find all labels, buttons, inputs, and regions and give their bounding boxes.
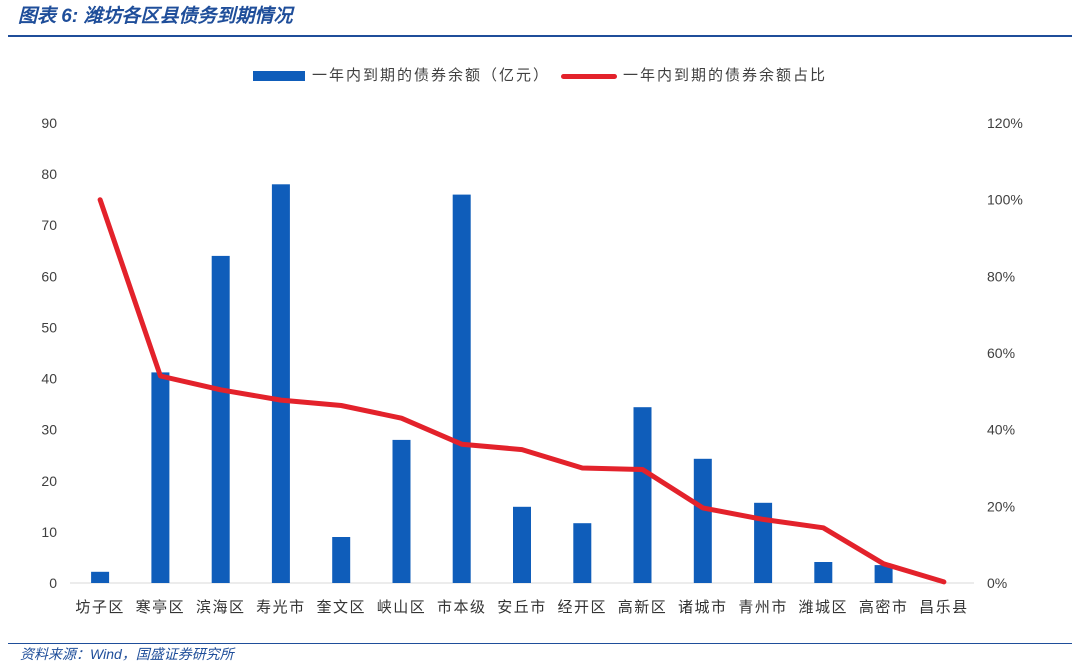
- right-axis-tick-label: 60%: [987, 345, 1015, 361]
- left-axis-tick-label: 50: [41, 319, 57, 335]
- legend-label-balance: 一年内到期的债券余额（亿元）: [312, 67, 551, 84]
- left-axis-tick-label: 60: [41, 268, 57, 284]
- left-axis-tick-label: 90: [41, 115, 57, 131]
- right-axis-tick-label: 80%: [987, 268, 1015, 284]
- balance-bar: [633, 407, 652, 583]
- x-tick-label: 坊子区: [75, 599, 125, 616]
- right-axis-tick-label: 0%: [987, 575, 1007, 591]
- left-axis-tick-label: 10: [41, 524, 57, 540]
- balance-bar: [91, 571, 110, 583]
- legend-label-ratio: 一年内到期的债券余额占比: [623, 67, 828, 84]
- x-tick-label: 潍城区: [799, 599, 849, 616]
- left-axis-tick-label: 20: [41, 473, 57, 489]
- legend: 一年内到期的债券余额（亿元） 一年内到期的债券余额占比: [253, 66, 827, 86]
- title-divider: [8, 35, 1072, 37]
- right-axis-tick-label: 100%: [987, 192, 1023, 208]
- figure-title: 图表 6: 潍坊各区县债务到期情况: [18, 6, 293, 27]
- ratio-line: [97, 197, 947, 585]
- x-tick-label: 滨海区: [196, 599, 246, 616]
- left-axis-tick-label: 0: [49, 575, 57, 591]
- balance-bar: [513, 506, 531, 583]
- left-axis-tick-label: 70: [41, 217, 57, 233]
- balance-bar: [573, 523, 592, 583]
- right-axis-tick-label: 120%: [987, 115, 1023, 131]
- left-axis-tick-label: 30: [41, 422, 57, 438]
- x-tick-label: 诸城市: [678, 599, 728, 616]
- x-tick-label: 青州市: [738, 599, 788, 616]
- x-tick-label: 高新区: [618, 599, 668, 616]
- x-tick-label: 峡山区: [377, 599, 427, 616]
- balance-bar: [151, 372, 170, 583]
- right-axis-tick-label: 40%: [987, 422, 1015, 438]
- left-axis-tick-label: 40: [41, 371, 57, 387]
- balance-bar: [271, 184, 290, 584]
- legend-swatch-bar: [253, 71, 305, 81]
- right-axis-tick-label: 20%: [987, 498, 1015, 514]
- source-note: 资料来源：Wind，国盛证券研究所: [20, 646, 234, 662]
- x-tick-label: 奎文区: [316, 599, 366, 616]
- balance-bar: [814, 562, 833, 583]
- balance-bar: [392, 439, 411, 583]
- x-tick-label: 安丘市: [497, 599, 547, 616]
- x-tick-label: 昌乐县: [919, 599, 969, 616]
- balance-bar: [754, 502, 773, 583]
- x-tick-label: 寒亭区: [136, 598, 186, 616]
- balance-bar: [211, 255, 230, 583]
- balance-bar: [332, 537, 351, 583]
- x-tick-label: 寿光市: [256, 599, 306, 616]
- balance-bar: [874, 565, 893, 583]
- x-tick-label: 经开区: [558, 599, 608, 616]
- balance-bar: [452, 194, 471, 583]
- x-tick-label: 市本级: [437, 599, 487, 616]
- legend-item-ratio: 一年内到期的债券余额占比: [550, 66, 827, 86]
- footer-divider: [8, 643, 1072, 644]
- x-tick-label: 高密市: [859, 599, 909, 616]
- legend-item-balance: 一年内到期的债券余额（亿元）: [253, 66, 550, 86]
- balance-bar: [693, 458, 712, 583]
- legend-swatch-line: [561, 73, 618, 79]
- left-axis-tick-label: 80: [41, 166, 57, 182]
